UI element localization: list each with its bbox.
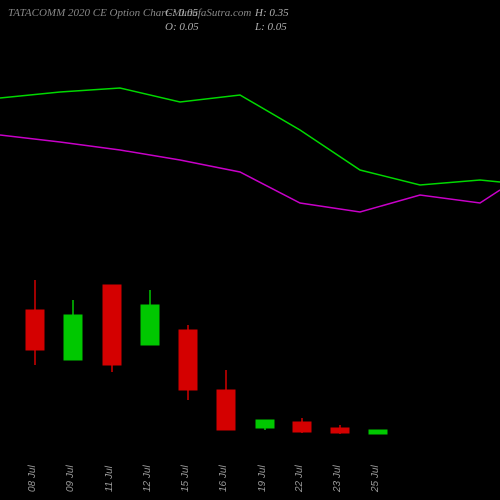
candle-body — [331, 428, 349, 433]
candle-body — [256, 420, 274, 428]
candle-body — [64, 315, 82, 360]
x-axis-date-label: 12 Jul — [142, 465, 153, 492]
candle-body — [141, 305, 159, 345]
candle-body — [293, 422, 311, 432]
ohlc-readout: O: 0.05 — [165, 21, 199, 33]
chart-title: TATACOMM 2020 CE Option Chart-MunafaSutr… — [8, 7, 251, 19]
candle-body — [103, 285, 121, 365]
x-axis-date-label: 25 Jul — [370, 465, 381, 493]
x-axis-date-label: 15 Jul — [180, 465, 191, 492]
x-axis-date-label: 22 Jul — [294, 465, 305, 493]
ohlc-readout: H: 0.35 — [254, 7, 289, 19]
chart-background — [0, 0, 500, 500]
option-chart-container: TATACOMM 2020 CE Option Chart-MunafaSutr… — [0, 0, 500, 500]
chart-svg: TATACOMM 2020 CE Option Chart-MunafaSutr… — [0, 0, 500, 500]
ohlc-readout: C: 0.05 — [165, 7, 199, 19]
ohlc-readout: L: 0.05 — [254, 21, 287, 33]
x-axis-date-label: 08 Jul — [27, 465, 38, 492]
x-axis-date-label: 11 Jul — [104, 465, 115, 492]
x-axis-date-label: 16 Jul — [218, 465, 229, 492]
x-axis-date-label: 23 Jul — [332, 465, 343, 493]
candle-body — [26, 310, 44, 350]
candle-body — [179, 330, 197, 390]
x-axis-date-label: 19 Jul — [257, 465, 268, 492]
candle-body — [369, 430, 387, 434]
x-axis-date-label: 09 Jul — [65, 465, 76, 492]
candle-body — [217, 390, 235, 430]
